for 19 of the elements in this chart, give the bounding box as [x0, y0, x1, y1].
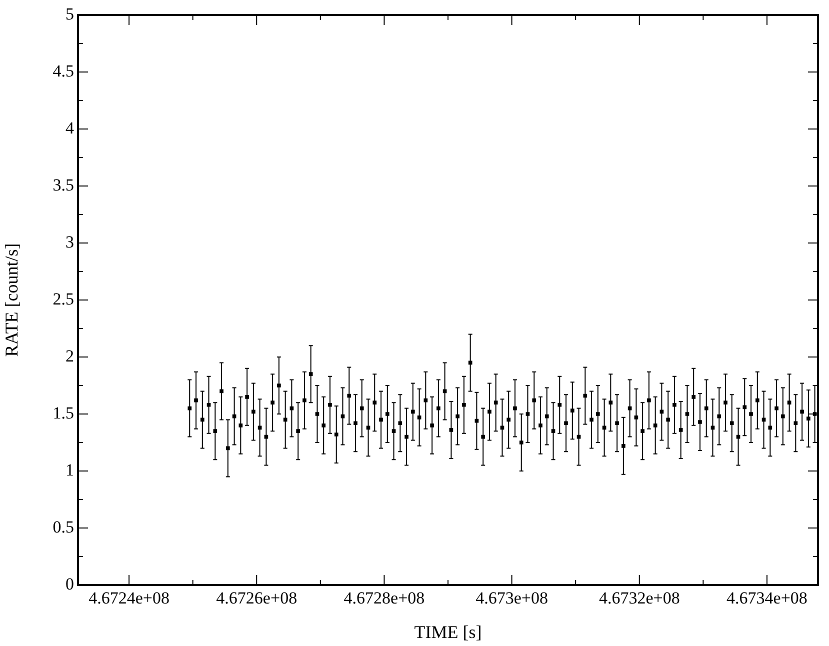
y-tick-label: 1 [66, 460, 74, 480]
x-tick-label: 4.6724e+08 [88, 588, 170, 608]
y-tick-label: 4.5 [52, 61, 74, 80]
y-tick-label: 0 [66, 574, 74, 594]
y-tick-label: 1.5 [52, 403, 74, 422]
y-tick-label: 3 [66, 232, 74, 252]
y-tick-label: 4 [66, 118, 74, 138]
x-tick-label: 4.6732e+08 [598, 588, 680, 608]
y-tick-label: 2 [66, 346, 74, 366]
x-tick-label: 4.6728e+08 [344, 588, 425, 608]
x-tick-label: 4.6726e+08 [216, 588, 298, 608]
y-axis-title: RATE [count/s] [2, 243, 22, 357]
x-tick-label: 4.673e+08 [476, 588, 548, 608]
x-axis-title: TIME [s] [414, 622, 482, 642]
y-tick-label: 0.5 [52, 517, 74, 536]
y-tick-label: 2.5 [52, 289, 74, 308]
x-tick-label: 4.6734e+08 [726, 588, 808, 608]
y-tick-label: 5 [66, 4, 74, 24]
y-tick-label: 3.5 [52, 175, 74, 194]
